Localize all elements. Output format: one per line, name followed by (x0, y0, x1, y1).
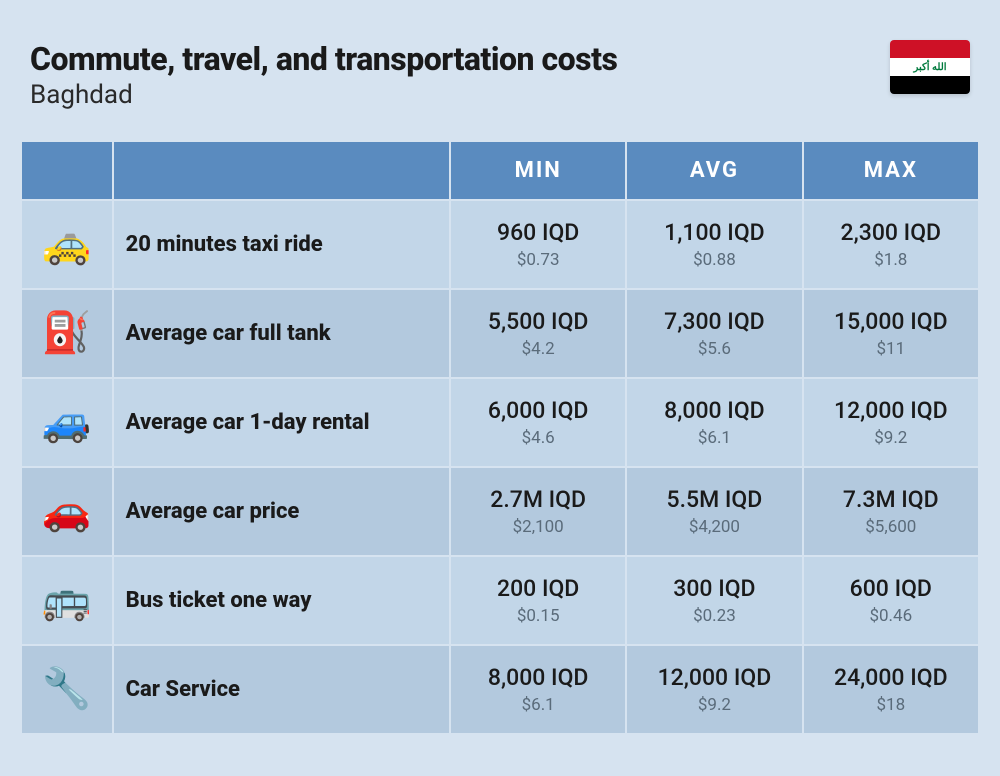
value-primary: 2,300 IQD (814, 219, 968, 247)
value-secondary: $0.46 (814, 606, 968, 626)
value-secondary: $4.6 (461, 428, 615, 448)
value-primary: 6,000 IQD (461, 397, 615, 425)
value-primary: 5.5M IQD (637, 486, 791, 514)
value-primary: 7,300 IQD (637, 308, 791, 336)
iraq-flag-icon: الله أكبر (890, 40, 970, 94)
value-primary: 8,000 IQD (637, 397, 791, 425)
value-secondary: $4.2 (461, 339, 615, 359)
row-icon: 🚌 (22, 557, 112, 644)
cell-max: 2,300 IQD $1.8 (804, 201, 978, 288)
value-secondary: $9.2 (637, 695, 791, 715)
value-primary: 8,000 IQD (461, 664, 615, 692)
value-primary: 2.7M IQD (461, 486, 615, 514)
flag-stripe-middle: الله أكبر (890, 58, 970, 76)
value-secondary: $5,600 (814, 517, 968, 537)
value-primary: 200 IQD (461, 575, 615, 603)
flag-stripe-bottom (890, 76, 970, 94)
col-header-label (114, 142, 450, 199)
row-icon: 🚙 (22, 379, 112, 466)
value-secondary: $5.6 (637, 339, 791, 359)
value-primary: 12,000 IQD (637, 664, 791, 692)
cell-min: 5,500 IQD $4.2 (451, 290, 625, 377)
cell-max: 600 IQD $0.46 (804, 557, 978, 644)
value-secondary: $4,200 (637, 517, 791, 537)
costs-table: MIN AVG MAX 🚕20 minutes taxi ride960 IQD… (20, 140, 980, 735)
page-header: Commute, travel, and transportation cost… (20, 40, 980, 140)
header-text-block: Commute, travel, and transportation cost… (30, 40, 617, 110)
page-subtitle: Baghdad (30, 80, 617, 110)
value-secondary: $0.23 (637, 606, 791, 626)
page-title: Commute, travel, and transportation cost… (30, 40, 617, 78)
cell-min: 8,000 IQD $6.1 (451, 646, 625, 733)
value-primary: 24,000 IQD (814, 664, 968, 692)
cell-max: 15,000 IQD $11 (804, 290, 978, 377)
value-primary: 12,000 IQD (814, 397, 968, 425)
row-icon: 🚗 (22, 468, 112, 555)
value-primary: 7.3M IQD (814, 486, 968, 514)
cell-avg: 1,100 IQD $0.88 (627, 201, 801, 288)
value-secondary: $0.73 (461, 250, 615, 270)
value-secondary: $6.1 (637, 428, 791, 448)
value-primary: 600 IQD (814, 575, 968, 603)
table-header: MIN AVG MAX (22, 142, 978, 199)
row-icon: 🚕 (22, 201, 112, 288)
cell-avg: 12,000 IQD $9.2 (627, 646, 801, 733)
cell-avg: 300 IQD $0.23 (627, 557, 801, 644)
cell-max: 7.3M IQD $5,600 (804, 468, 978, 555)
row-label: Car Service (114, 646, 450, 733)
table-row: 🚗Average car price 2.7M IQD $2,100 5.5M IQD… (22, 468, 978, 555)
value-primary: 1,100 IQD (637, 219, 791, 247)
table-row: ⛽Average car full tank 5,500 IQD $4.2 7,300… (22, 290, 978, 377)
flag-stripe-top (890, 40, 970, 58)
cell-min: 960 IQD $0.73 (451, 201, 625, 288)
cell-max: 24,000 IQD $18 (804, 646, 978, 733)
value-primary: 300 IQD (637, 575, 791, 603)
col-header-max: MAX (804, 142, 978, 199)
row-label: 20 minutes taxi ride (114, 201, 450, 288)
value-secondary: $6.1 (461, 695, 615, 715)
table-row: 🚙Average car 1-day rental 6,000 IQD $4.6 8,… (22, 379, 978, 466)
col-header-avg: AVG (627, 142, 801, 199)
page-container: Commute, travel, and transportation cost… (0, 0, 1000, 735)
cell-avg: 7,300 IQD $5.6 (627, 290, 801, 377)
row-icon: 🔧 (22, 646, 112, 733)
table-row: 🚌Bus ticket one way 200 IQD $0.15 300 IQD $0… (22, 557, 978, 644)
row-label: Average car 1-day rental (114, 379, 450, 466)
value-primary: 15,000 IQD (814, 308, 968, 336)
value-secondary: $1.8 (814, 250, 968, 270)
cell-min: 2.7M IQD $2,100 (451, 468, 625, 555)
row-label: Average car full tank (114, 290, 450, 377)
value-secondary: $18 (814, 695, 968, 715)
value-secondary: $11 (814, 339, 968, 359)
table-row: 🚕20 minutes taxi ride 960 IQD $0.73 1,100 I… (22, 201, 978, 288)
value-secondary: $9.2 (814, 428, 968, 448)
col-header-icon (22, 142, 112, 199)
row-icon: ⛽ (22, 290, 112, 377)
cell-avg: 8,000 IQD $6.1 (627, 379, 801, 466)
cell-avg: 5.5M IQD $4,200 (627, 468, 801, 555)
value-secondary: $2,100 (461, 517, 615, 537)
cell-min: 200 IQD $0.15 (451, 557, 625, 644)
table-row: 🔧Car Service 8,000 IQD $6.1 12,000 IQD $9.2 2… (22, 646, 978, 733)
row-label: Bus ticket one way (114, 557, 450, 644)
value-primary: 5,500 IQD (461, 308, 615, 336)
table-body: 🚕20 minutes taxi ride 960 IQD $0.73 1,100 I… (22, 201, 978, 733)
value-secondary: $0.88 (637, 250, 791, 270)
col-header-min: MIN (451, 142, 625, 199)
value-primary: 960 IQD (461, 219, 615, 247)
cell-min: 6,000 IQD $4.6 (451, 379, 625, 466)
value-secondary: $0.15 (461, 606, 615, 626)
row-label: Average car price (114, 468, 450, 555)
cell-max: 12,000 IQD $9.2 (804, 379, 978, 466)
